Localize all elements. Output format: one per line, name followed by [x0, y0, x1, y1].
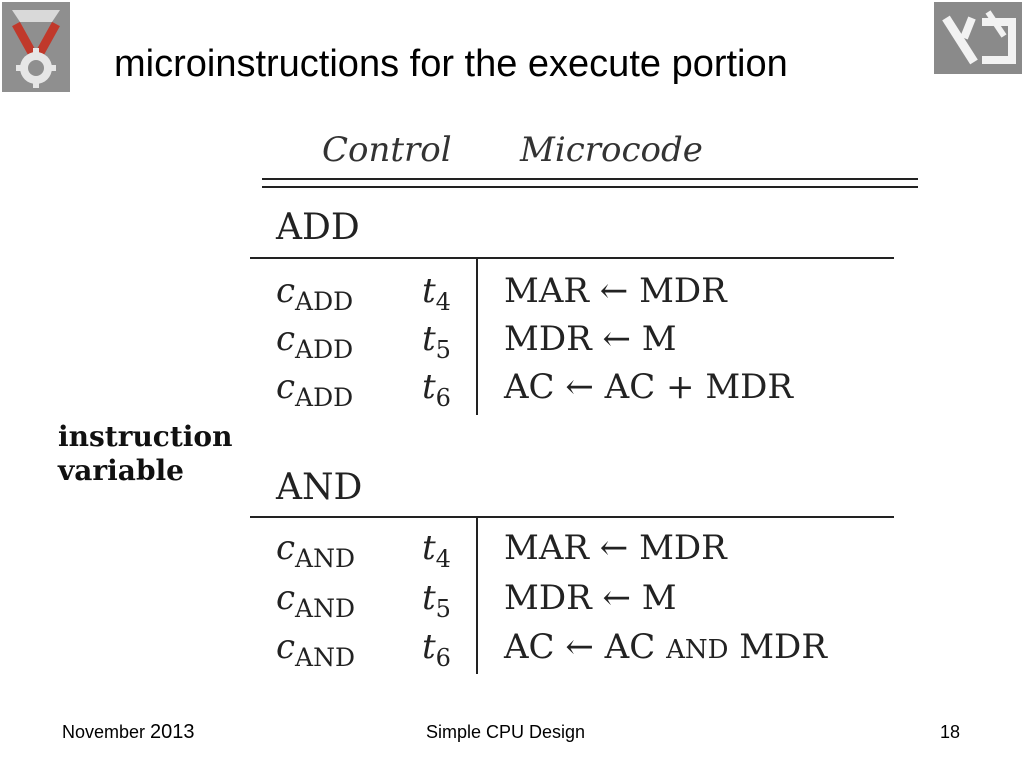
- column-header-control: Control: [322, 130, 452, 170]
- control-signal: cAND: [276, 578, 356, 623]
- footer-date: November 2013: [62, 721, 195, 743]
- slide-title: microinstructions for the execute portio…: [114, 43, 788, 85]
- table-row: cADD t4 MAR ← MDR: [276, 268, 876, 316]
- column-divider-and: [476, 518, 478, 674]
- time-step: t6: [422, 367, 451, 412]
- microcode: MDR ← M: [504, 578, 677, 618]
- section-title-add: ADD: [276, 207, 360, 248]
- university-logo: [2, 2, 70, 92]
- control-signal: cADD: [276, 319, 354, 364]
- microcode: MAR ← MDR: [504, 528, 727, 568]
- section-rule-and: [250, 516, 894, 518]
- microcode: AC ← AC AND MDR: [504, 627, 827, 667]
- microcode: MDR ← M: [504, 319, 677, 359]
- control-signal: cADD: [276, 271, 354, 316]
- table-row: cAND t4 MAR ← MDR: [276, 525, 876, 573]
- section-rule-add: [250, 257, 894, 259]
- time-step: t4: [422, 271, 451, 316]
- column-header-microcode: Microcode: [520, 130, 703, 170]
- microcode: MAR ← MDR: [504, 271, 727, 311]
- table-row: cADD t5 MDR ← M: [276, 316, 876, 364]
- side-label-line1: instruction: [58, 420, 233, 453]
- and-operator: AND: [666, 635, 729, 665]
- control-signal: cAND: [276, 528, 356, 573]
- control-signal: cAND: [276, 627, 356, 672]
- table-row: cAND t5 MDR ← M: [276, 575, 876, 623]
- page-number: 18: [940, 722, 961, 742]
- table-row: cADD t6 AC ← AC + MDR: [276, 364, 876, 412]
- control-signal: cADD: [276, 367, 354, 412]
- header-rule-top: [262, 178, 918, 180]
- time-step: t5: [422, 319, 451, 364]
- table-row: cAND t6 AC ← AC AND MDR: [276, 624, 876, 672]
- time-step: t5: [422, 578, 451, 623]
- column-divider-add: [476, 259, 478, 415]
- side-label-line2: variable: [58, 454, 184, 487]
- footer-title: Simple CPU Design: [426, 722, 586, 742]
- instruction-variable-label: instruction variable: [58, 420, 234, 500]
- time-step: t4: [422, 528, 451, 573]
- header-rule-bottom: [262, 186, 918, 188]
- time-step: t6: [422, 627, 451, 672]
- microcode: AC ← AC + MDR: [504, 367, 794, 407]
- section-title-and: AND: [276, 467, 363, 508]
- department-logo: [934, 2, 1022, 74]
